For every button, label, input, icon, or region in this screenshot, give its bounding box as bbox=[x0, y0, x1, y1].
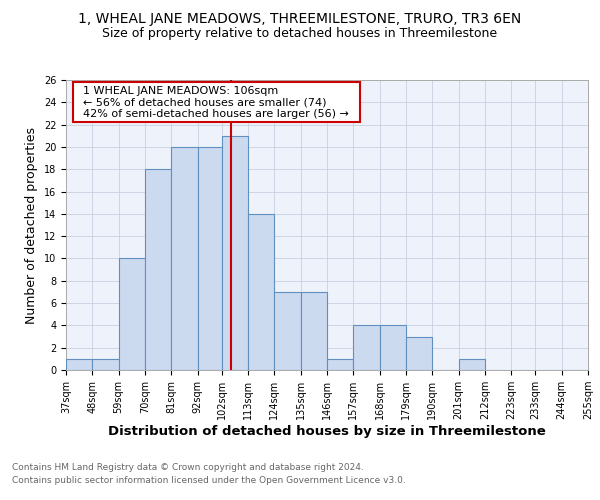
Bar bbox=[458, 359, 485, 370]
Bar bbox=[248, 214, 274, 370]
Bar bbox=[197, 147, 221, 370]
Bar bbox=[92, 359, 119, 370]
Text: 1, WHEAL JANE MEADOWS, THREEMILESTONE, TRURO, TR3 6EN: 1, WHEAL JANE MEADOWS, THREEMILESTONE, T… bbox=[79, 12, 521, 26]
Y-axis label: Number of detached properties: Number of detached properties bbox=[25, 126, 38, 324]
Text: Contains public sector information licensed under the Open Government Licence v3: Contains public sector information licen… bbox=[12, 476, 406, 485]
Bar bbox=[119, 258, 145, 370]
Text: 1 WHEAL JANE MEADOWS: 106sqm  
  ← 56% of detached houses are smaller (74)  
  4: 1 WHEAL JANE MEADOWS: 106sqm ← 56% of de… bbox=[76, 86, 356, 119]
X-axis label: Distribution of detached houses by size in Threemilestone: Distribution of detached houses by size … bbox=[108, 425, 546, 438]
Bar bbox=[66, 359, 92, 370]
Bar bbox=[406, 336, 433, 370]
Bar bbox=[221, 136, 248, 370]
Text: Size of property relative to detached houses in Threemilestone: Size of property relative to detached ho… bbox=[103, 28, 497, 40]
Bar bbox=[145, 169, 172, 370]
Bar bbox=[301, 292, 327, 370]
Text: Contains HM Land Registry data © Crown copyright and database right 2024.: Contains HM Land Registry data © Crown c… bbox=[12, 464, 364, 472]
Bar bbox=[274, 292, 301, 370]
Bar bbox=[380, 326, 406, 370]
Bar bbox=[327, 359, 353, 370]
Bar bbox=[353, 326, 380, 370]
Bar bbox=[172, 147, 197, 370]
